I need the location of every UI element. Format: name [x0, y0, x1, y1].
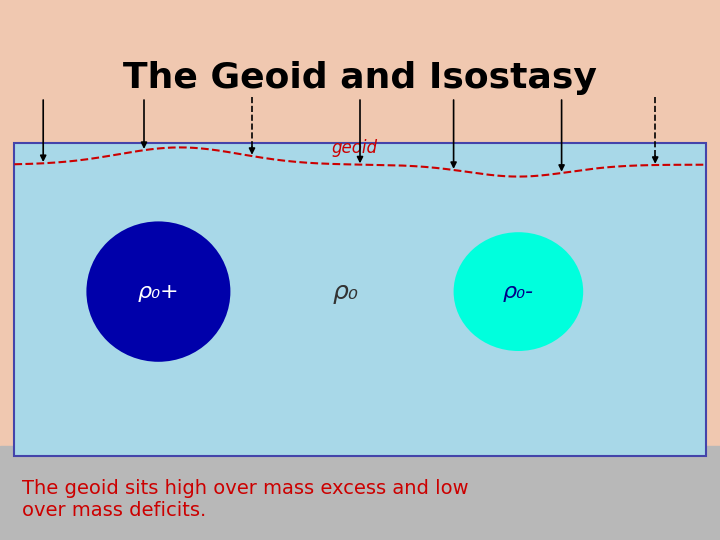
Text: ρ₀: ρ₀: [333, 280, 359, 303]
Text: The geoid sits high over mass excess and low
over mass deficits.: The geoid sits high over mass excess and…: [22, 479, 468, 520]
Bar: [0, 446, 720, 540]
Text: The Geoid and Isostasy: The Geoid and Isostasy: [123, 62, 597, 95]
Text: ρ₀-: ρ₀-: [503, 281, 534, 302]
Ellipse shape: [454, 232, 583, 351]
Text: ρ₀+: ρ₀+: [138, 281, 179, 302]
Text: geoid: geoid: [331, 139, 377, 157]
Bar: [14, 143, 706, 456]
Ellipse shape: [86, 221, 230, 362]
